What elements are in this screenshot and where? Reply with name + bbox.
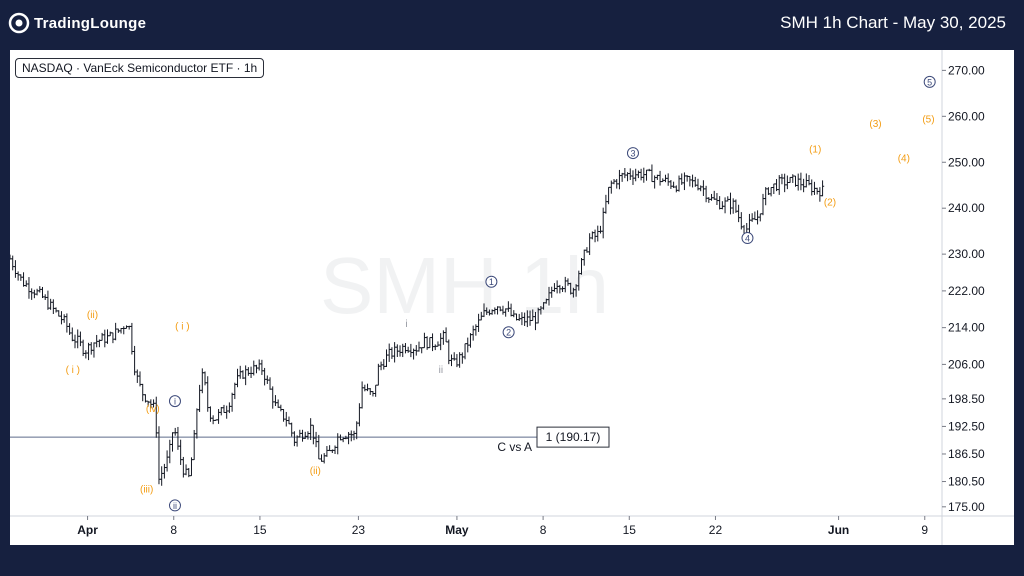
y-tick-label-4: 230.00 [948,247,985,261]
wave-label-6: (1) [809,144,821,155]
wave-label-4: ( i ) [175,321,189,332]
wave-label-14: 2 [506,328,511,338]
wave-label-0: (ii) [87,310,98,321]
wave-label-8: (3) [869,119,881,130]
brand-mark-icon [8,12,30,34]
wave-label-1: ( i ) [66,365,80,376]
x-tick-label-6: 15 [623,523,637,537]
wave-label-13: 1 [489,277,494,287]
x-tick-label-4: May [445,523,469,537]
chart-title: SMH 1h Chart - May 30, 2025 [780,13,1006,32]
y-tick-label-10: 186.50 [948,447,985,461]
x-tick-label-3: 23 [352,523,366,537]
symbol-badge[interactable]: NASDAQ · VanEck Semiconductor ETF · 1h [15,58,265,78]
wave-label-19: ii [439,365,443,376]
wave-label-3: (iii) [140,484,153,495]
x-tick-label-9: 9 [921,523,928,537]
wave-label-11: i [174,397,176,407]
wave-label-10: (5) [922,115,934,126]
y-tick-label-3: 240.00 [948,201,985,215]
x-tick-label-0: Apr [77,523,98,537]
brand-name: TradingLounge [34,14,147,32]
wave-circle-13 [485,275,498,288]
wave-label-15: 3 [630,149,635,159]
level-label-0: C vs A [497,440,532,454]
y-tick-label-12: 175.00 [948,500,985,514]
wave-label-7: (2) [824,197,836,208]
y-tick-label-6: 214.00 [948,321,985,335]
brand-logo[interactable]: TradingLounge [8,12,146,34]
level-box-0 [536,426,610,448]
wave-circle-16 [741,232,754,245]
wave-circle-15 [626,147,639,160]
level-box-label-0: 1 (190.17) [546,430,601,444]
y-tick-label-0: 270.00 [948,63,985,77]
x-tick-label-7: 22 [709,523,723,537]
wave-circle-12 [168,499,181,512]
x-tick-label-8: Jun [828,523,849,537]
y-tick-label-5: 222.00 [948,284,985,298]
x-tick-label-1: 8 [170,523,177,537]
wave-label-12: ii [173,501,177,511]
y-tick-label-1: 260.00 [948,109,985,123]
wave-label-17: 5 [927,77,932,87]
wave-circle-11 [168,395,181,408]
y-tick-label-9: 192.50 [948,419,985,433]
wave-label-5: (ii) [310,466,321,477]
x-tick-label-5: 8 [540,523,547,537]
y-tick-label-11: 180.50 [948,475,985,489]
wave-label-16: 4 [745,234,750,244]
x-tick-label-2: 15 [253,523,267,537]
chart-panel[interactable]: SMH 1h 270.00 260.00 250.00 240.00 230.00 222… [10,50,1014,545]
wave-circle-17 [923,75,936,88]
y-tick-label-2: 250.00 [948,155,985,169]
y-tick-label-8: 198.50 [948,392,985,406]
wave-label-18: i [405,319,407,330]
wave-label-9: (4) [898,154,910,165]
wave-label-2: (iv) [146,404,160,415]
wave-circle-14 [502,326,515,339]
price-chart[interactable]: 270.00 260.00 250.00 240.00 230.00 222.00 214.… [10,50,1014,545]
y-tick-label-7: 206.00 [948,357,985,371]
